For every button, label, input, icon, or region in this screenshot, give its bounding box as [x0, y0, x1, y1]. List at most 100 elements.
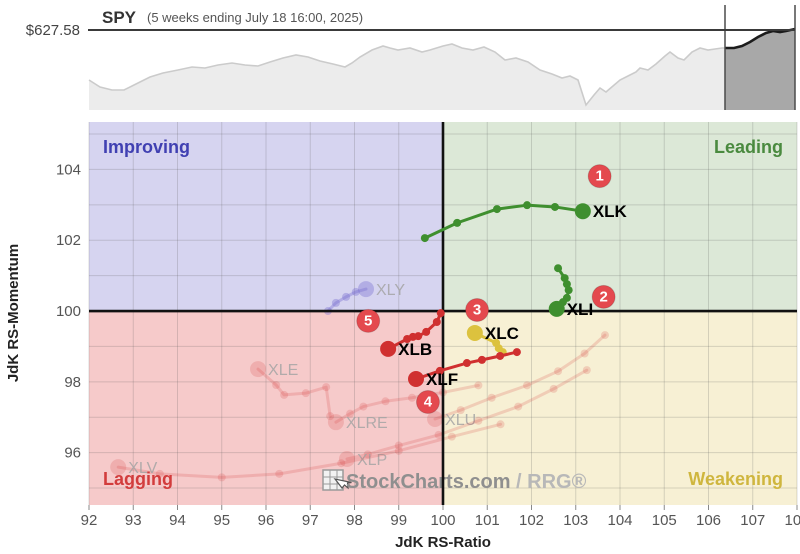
series-point-xli-3 — [564, 286, 573, 295]
series-label-xlb[interactable]: XLB — [398, 340, 432, 359]
series-label-xlu: XLU — [445, 412, 476, 429]
series-point-xlp-2 — [514, 402, 523, 411]
series-point-xlk-0 — [420, 234, 429, 243]
series-head-xlv — [110, 459, 127, 476]
badge-number-3: 3 — [473, 301, 481, 318]
series-xle: XLE — [250, 361, 335, 421]
series-point-xlv-1 — [447, 432, 456, 441]
series-xlc: XLC — [466, 324, 519, 357]
watermark-text: StockCharts.com / RRG® — [346, 471, 587, 493]
badge-4: 4 — [415, 389, 440, 414]
series-head-xlu — [427, 410, 444, 427]
series-point-xly-2 — [342, 292, 351, 301]
rank-badges: 1 2 3 4 5 — [356, 164, 616, 414]
series-head-xli[interactable] — [548, 300, 565, 317]
quadrant-labels: Improving Leading Lagging Weakening — [103, 137, 783, 489]
series-point-xlf-0 — [512, 348, 521, 357]
series-line-xle — [256, 367, 332, 418]
badge-circle-1 — [587, 164, 612, 189]
series-point-xli-1 — [560, 274, 569, 283]
badge-2: 2 — [591, 284, 616, 309]
series-label-xlp: XLP — [357, 452, 387, 469]
series-point-xlu-3 — [523, 381, 532, 390]
series-line-xlu — [433, 333, 607, 421]
x-tick-label-103: 103 — [563, 512, 588, 529]
series-point-xli-2 — [562, 280, 571, 289]
x-tick-label-104: 104 — [607, 512, 632, 529]
symbol-title: SPY — [102, 8, 137, 27]
series-point-xlp-6 — [363, 450, 372, 459]
series-point-xle-3 — [280, 390, 289, 399]
series-line-xlk — [423, 203, 585, 240]
series-label-xly: XLY — [376, 282, 405, 299]
series-head-xlc[interactable] — [466, 324, 483, 341]
x-axis-label: JdK RS-Ratio — [395, 534, 491, 551]
y-tick-label-96: 96 — [64, 445, 81, 462]
series-point-xlp-5 — [394, 441, 403, 450]
stockcharts-logo-icon — [322, 469, 352, 491]
badge-circle-5 — [356, 308, 381, 333]
stockcharts-watermark: StockCharts.com / RRG® — [322, 469, 587, 493]
x-tick-label-99: 99 — [390, 512, 407, 529]
series-label-xli[interactable]: XLI — [567, 300, 593, 319]
series-xlb: XLB — [380, 309, 445, 359]
gridlines — [88, 122, 798, 505]
y-tick-label-100: 100 — [56, 303, 81, 320]
y-tick-label-98: 98 — [64, 374, 81, 391]
x-tick-label-106: 106 — [696, 512, 721, 529]
x-tick-label-107: 107 — [740, 512, 765, 529]
series-point-xlb-1 — [432, 317, 441, 326]
series-point-xlk-1 — [453, 218, 462, 227]
series-head-xlb[interactable] — [380, 340, 397, 357]
series-point-xly-1 — [331, 298, 340, 307]
series-point-xli-0 — [554, 264, 563, 273]
series-xly: XLY — [323, 281, 405, 316]
series-point-xlp-0 — [582, 366, 591, 375]
series-head-xlk[interactable] — [574, 203, 591, 220]
series-point-xlp-1 — [549, 384, 558, 393]
badge-circle-2 — [591, 284, 616, 309]
series-xlu: XLU — [427, 331, 609, 429]
active-series-layer: XLK XLI XLC XLB XLF — [380, 201, 628, 389]
price-minichart — [88, 5, 796, 110]
series-label-xlk[interactable]: XLK — [593, 202, 628, 221]
badge-5: 5 — [356, 308, 381, 333]
series-point-xlk-3 — [523, 201, 532, 210]
series-point-xlb-5 — [403, 334, 412, 343]
series-label-xlf[interactable]: XLF — [426, 370, 458, 389]
series-point-xlp-4 — [434, 430, 443, 439]
series-point-xlv-3 — [337, 459, 346, 468]
quadrant-label-improving: Improving — [103, 137, 190, 157]
x-tick-label-96: 96 — [258, 512, 275, 529]
x-tick-label-93: 93 — [125, 512, 142, 529]
series-head-xlp — [338, 450, 355, 467]
series-label-xlv: XLV — [128, 460, 157, 477]
axis-titles: JdK RS-Ratio JdK RS-Momentum — [5, 244, 491, 551]
x-tick-label-102: 102 — [519, 512, 544, 529]
badge-number-1: 1 — [595, 168, 603, 185]
series-point-xlu-1 — [580, 349, 589, 358]
series-head-xlf[interactable] — [408, 370, 425, 387]
quadrant-bg-improving — [89, 122, 443, 312]
series-point-xlv-6 — [155, 469, 164, 478]
series-point-xlc-2 — [492, 338, 501, 347]
series-point-xlk-2 — [492, 205, 501, 214]
x-tick-label-100: 100 — [430, 512, 455, 529]
price-line — [88, 43, 725, 107]
y-tick-label-104: 104 — [56, 161, 81, 178]
series-point-xlf-4 — [435, 366, 444, 375]
chart-subtitle: (5 weeks ending July 18 16:00, 2025) — [147, 10, 363, 25]
x-tick-label-94: 94 — [169, 512, 186, 529]
watermark-rrg: / RRG® — [511, 471, 587, 493]
series-xlf: XLF — [408, 348, 521, 389]
series-point-xlre-4 — [359, 402, 368, 411]
series-xli: XLI — [548, 264, 593, 319]
series-point-xlf-3 — [462, 359, 471, 368]
series-point-xlv-2 — [394, 446, 403, 455]
series-point-xlu-4 — [487, 393, 496, 402]
watermark-stockcharts: StockCharts.com — [346, 471, 511, 493]
quadrant-label-lagging: Lagging — [103, 469, 173, 489]
series-point-xlu-0 — [600, 331, 609, 340]
series-label-xlc[interactable]: XLC — [485, 324, 519, 343]
